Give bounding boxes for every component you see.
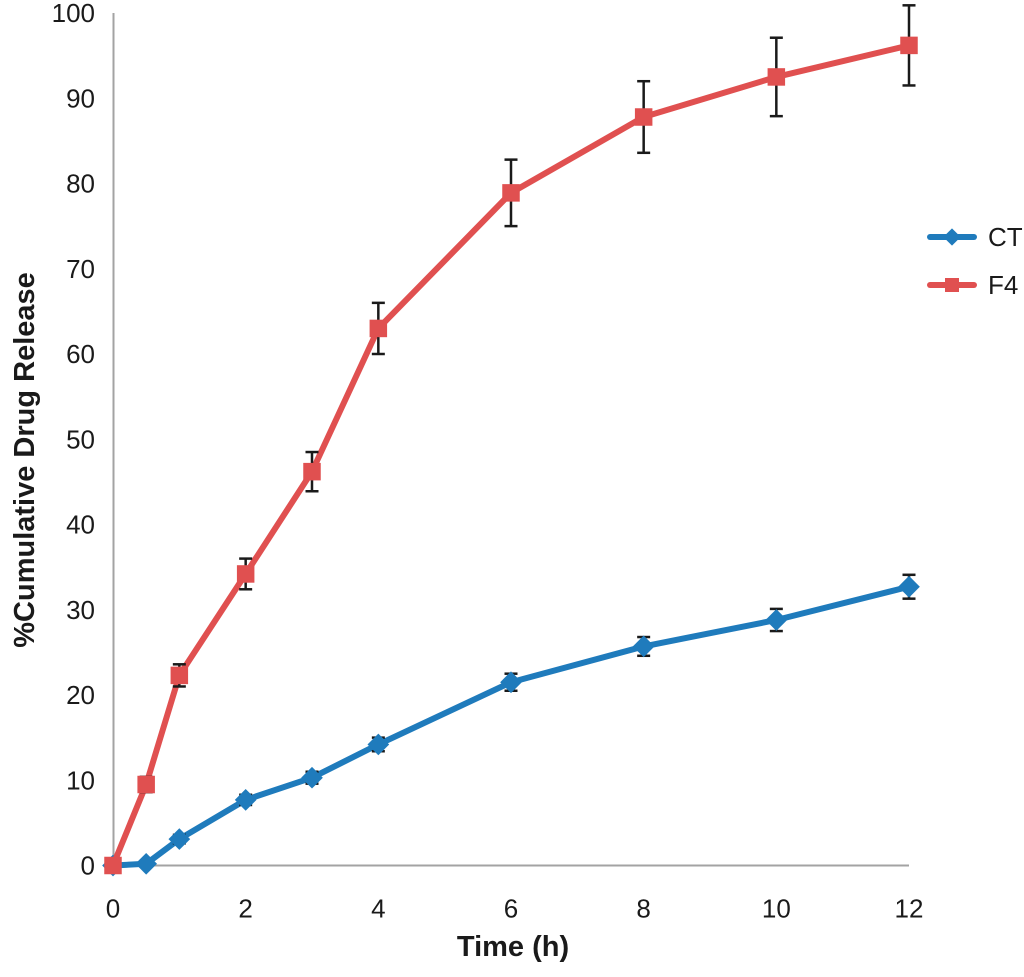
series-CT-marker: [367, 733, 390, 756]
y-tick-label: 0: [81, 851, 95, 881]
series-F4-marker: [767, 68, 786, 86]
series-F4-marker: [236, 565, 255, 583]
series-F4-marker: [104, 856, 122, 875]
y-tick-label: 10: [66, 765, 95, 795]
x-tick-label: 8: [636, 894, 650, 924]
series-F4-marker: [303, 462, 321, 481]
series-F4-marker: [369, 319, 388, 338]
series-CT-marker: [135, 852, 158, 875]
series-CT-marker: [898, 575, 920, 598]
x-axis-title: Time (h): [457, 931, 569, 963]
y-tick-label: 70: [66, 254, 95, 284]
series-F4-marker: [502, 184, 520, 202]
legend-item-CT: CT: [927, 222, 1023, 252]
y-tick-label: 20: [66, 680, 95, 710]
legend-item-F4: F4: [927, 270, 1018, 300]
series-CT-marker: [301, 766, 323, 789]
y-tick-label: 100: [52, 0, 95, 28]
legend-square-icon: [945, 278, 959, 292]
series-CT-marker: [168, 828, 191, 850]
x-tick-label: 0: [106, 894, 120, 924]
y-tick-label: 80: [66, 169, 95, 199]
series-CT-line: [110, 583, 912, 869]
series-CT-marker: [500, 671, 522, 694]
legend-diamond-icon: [943, 228, 961, 246]
series-F4-line: [110, 42, 912, 869]
y-tick-label: 50: [66, 424, 95, 454]
series-F4-marker: [900, 36, 918, 55]
legend-label-F4: F4: [988, 270, 1018, 300]
series-F4: [104, 4, 918, 875]
y-axis-title: %Cumulative Drug Release: [9, 272, 41, 648]
series-F4-marker: [137, 775, 155, 794]
x-tick-label: 10: [762, 894, 791, 924]
x-tick-label: 4: [371, 894, 385, 924]
series-F4-marker: [170, 666, 189, 685]
y-tick-label: 40: [66, 510, 95, 540]
series-F4-marker: [634, 108, 653, 126]
series-CT-marker: [765, 609, 788, 631]
x-tick-label: 2: [238, 894, 252, 924]
y-tick-label: 30: [66, 595, 95, 625]
legend-label-CT: CT: [988, 222, 1023, 252]
series-CT-marker: [234, 789, 257, 811]
y-tick-label: 60: [66, 339, 95, 369]
x-tick-label: 12: [895, 894, 924, 924]
series-CT: [102, 573, 920, 877]
series-CT-marker: [632, 635, 655, 658]
y-tick-label: 90: [66, 83, 95, 113]
x-tick-label: 6: [504, 894, 518, 924]
